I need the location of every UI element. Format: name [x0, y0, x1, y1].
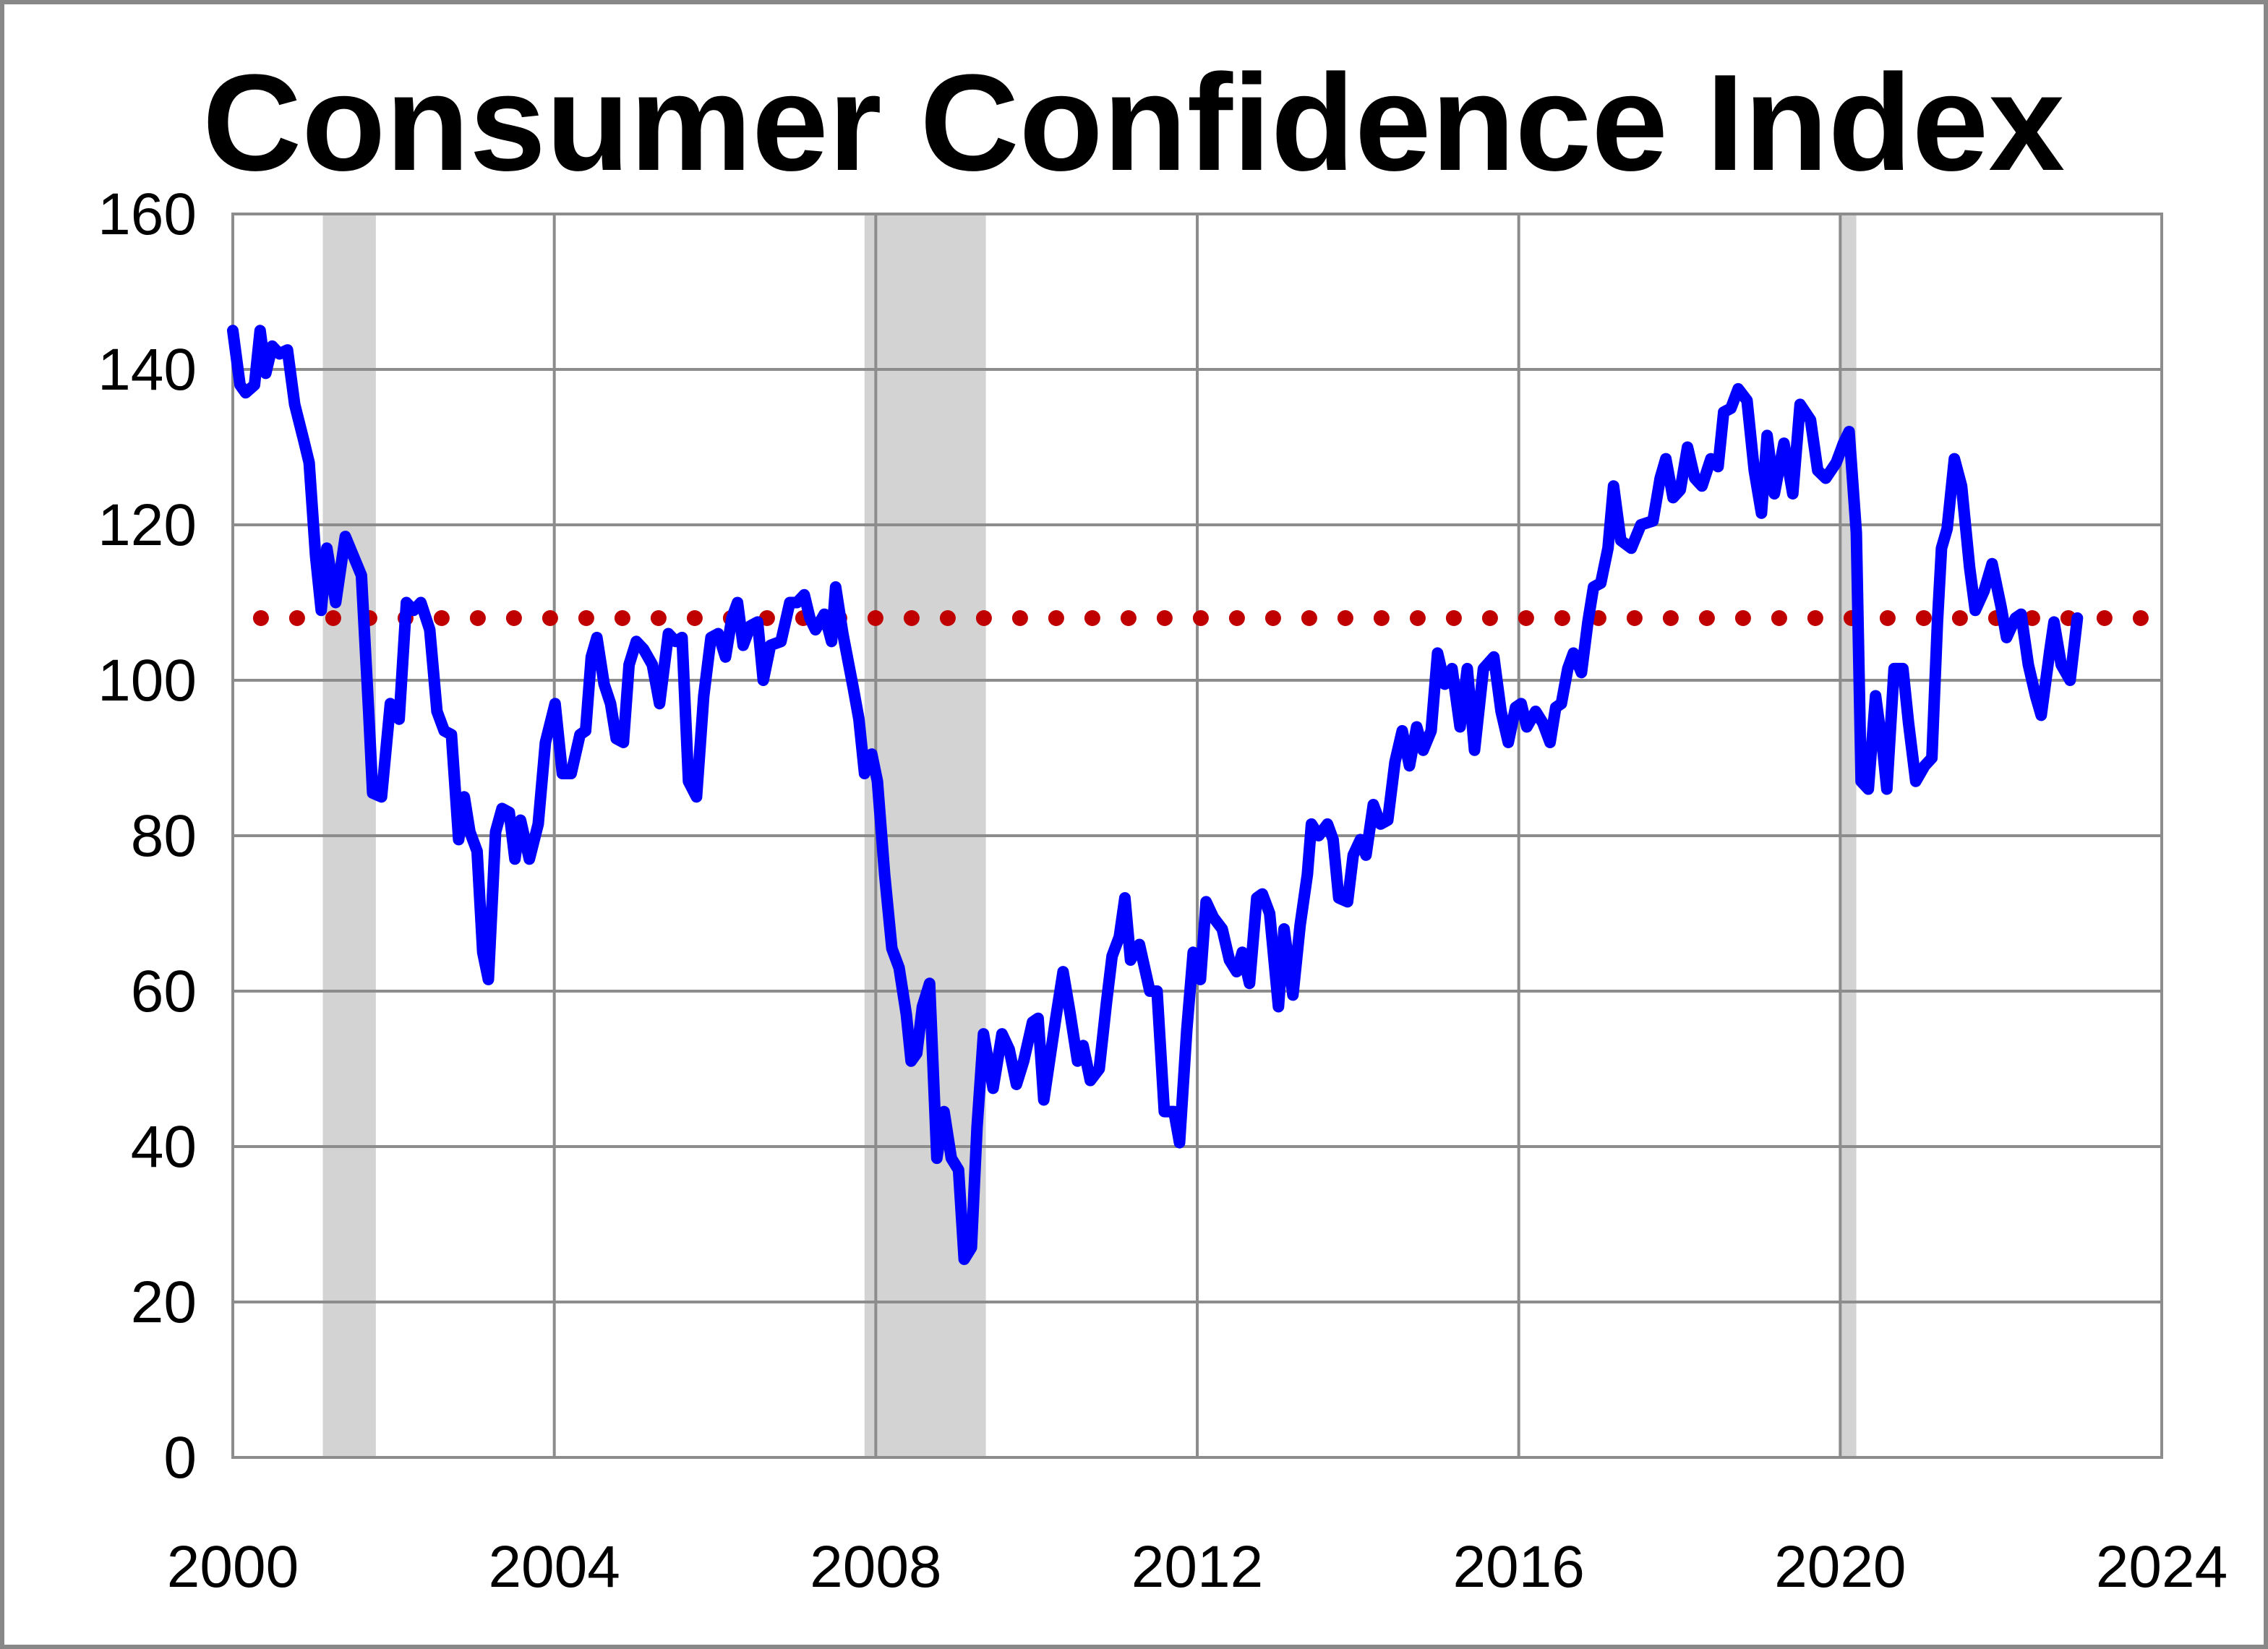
average-line-dot: [1084, 610, 1100, 626]
average-line-dot: [1409, 610, 1426, 626]
average-line-dot: [433, 610, 450, 626]
average-line-dot: [1734, 610, 1751, 626]
chart-title: Consumer Confidence Index: [202, 46, 2065, 200]
average-line-dot: [469, 610, 486, 626]
y-tick-label: 40: [131, 1114, 197, 1180]
average-line-dot: [1048, 610, 1064, 626]
average-line-dot: [325, 610, 341, 626]
average-line-dot: [1337, 610, 1353, 626]
average-line-dot: [2132, 610, 2149, 626]
y-tick-label: 80: [131, 803, 197, 869]
average-line-dot: [1228, 610, 1245, 626]
average-line-dot: [1698, 610, 1715, 626]
average-line-dot: [1554, 610, 1570, 626]
x-tick-label: 2024: [2096, 1534, 2228, 1600]
average-line-dot: [1011, 610, 1028, 626]
x-tick-label: 2012: [1131, 1534, 1263, 1600]
average-line-dot: [1445, 610, 1462, 626]
x-tick-label: 2016: [1452, 1534, 1584, 1600]
average-line-dot: [252, 610, 269, 626]
average-line-dot: [2096, 610, 2113, 626]
x-tick-label: 2000: [167, 1534, 299, 1600]
average-line-dot: [288, 610, 305, 626]
y-tick-label: 60: [131, 959, 197, 1024]
average-line-dot: [1156, 610, 1173, 626]
average-line-dot: [903, 610, 920, 626]
average-line-dot: [1301, 610, 1317, 626]
x-tick-label: 2008: [810, 1534, 941, 1600]
average-line-dot: [1192, 610, 1209, 626]
average-line-dot: [686, 610, 703, 626]
average-line-dot: [975, 610, 992, 626]
y-tick-label: 0: [163, 1425, 197, 1491]
y-tick-label: 160: [98, 181, 197, 247]
x-tick-label: 2004: [488, 1534, 620, 1600]
average-line-dot: [505, 610, 522, 626]
average-line-dot: [1481, 610, 1498, 626]
average-line-dot: [1879, 610, 1896, 626]
average-line-dot: [939, 610, 956, 626]
y-tick-label: 120: [98, 492, 197, 558]
average-line-dot: [1120, 610, 1137, 626]
average-line-dot: [1264, 610, 1281, 626]
average-line-dot: [1373, 610, 1390, 626]
series-line: [227, 325, 2084, 1265]
average-line-dot: [650, 610, 667, 626]
average-line-dot: [614, 610, 630, 626]
average-line-dot: [542, 610, 558, 626]
average-line-dot: [1915, 610, 1932, 626]
y-tick-label: 140: [98, 337, 197, 403]
average-line-dot: [867, 610, 883, 626]
average-line-dot: [1807, 610, 1823, 626]
average-line-dot: [2024, 610, 2040, 626]
x-tick-label: 2020: [1774, 1534, 1906, 1600]
average-line-dot: [1518, 610, 1534, 626]
average-line-dot: [1626, 610, 1643, 626]
average-line-dot: [1662, 610, 1679, 626]
average-line-dot: [578, 610, 594, 626]
average-line-dot: [1951, 610, 1968, 626]
y-tick-label: 100: [98, 648, 197, 714]
average-line-dot: [1771, 610, 1787, 626]
y-tick-label: 20: [131, 1269, 197, 1335]
